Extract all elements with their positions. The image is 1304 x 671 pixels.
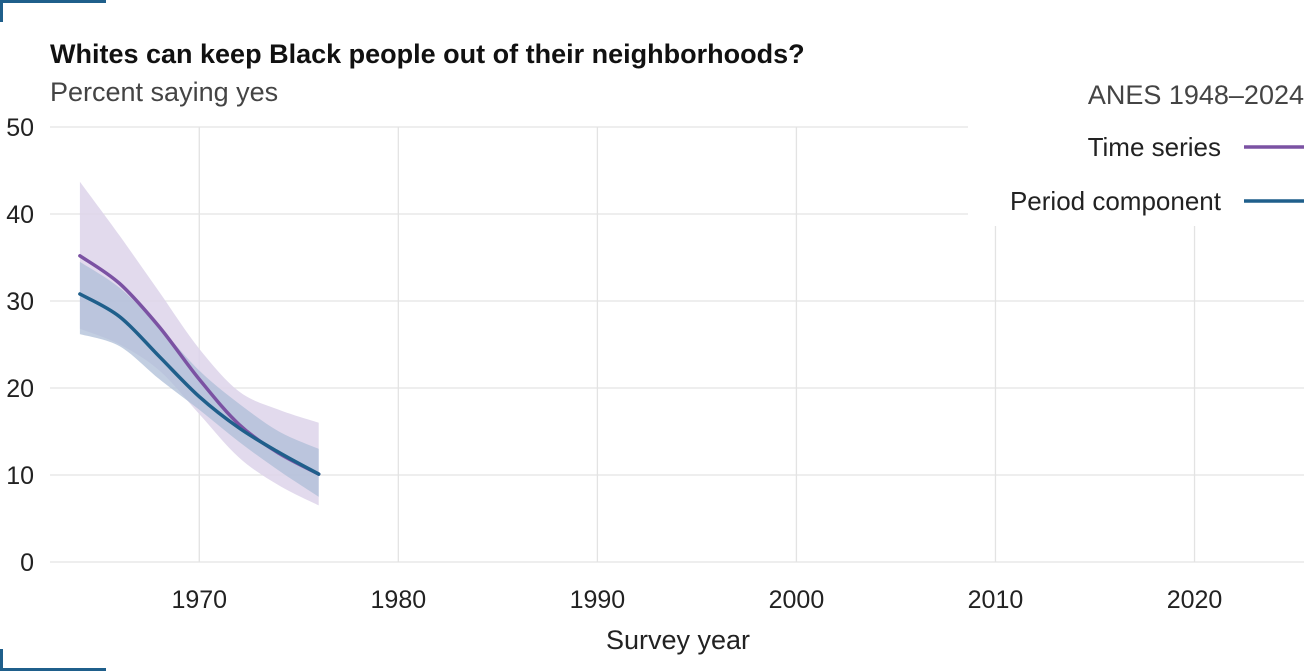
y-tick-label-50: 50 [6, 114, 34, 142]
y-tick-label-10: 10 [6, 462, 34, 490]
source-note: ANES 1948–2024 [1088, 80, 1304, 110]
x-tick-label-1970: 1970 [171, 586, 227, 614]
chart-subtitle: Percent saying yes [50, 77, 278, 107]
x-tick-label-2020: 2020 [1167, 586, 1223, 614]
x-tick-label-1990: 1990 [570, 586, 626, 614]
y-tick-label-0: 0 [20, 549, 34, 577]
y-tick-label-30: 30 [6, 288, 34, 316]
legend-label-period-component: Period component [1010, 186, 1222, 216]
y-tick-label-20: 20 [6, 375, 34, 403]
x-tick-label-1980: 1980 [371, 586, 427, 614]
x-tick-label-2010: 2010 [968, 586, 1024, 614]
y-tick-label-40: 40 [6, 201, 34, 229]
chart-title: Whites can keep Black people out of thei… [50, 39, 805, 69]
x-axis-title: Survey year [606, 625, 750, 655]
x-tick-label-2000: 2000 [769, 586, 825, 614]
legend-label-time-series: Time series [1088, 132, 1221, 162]
